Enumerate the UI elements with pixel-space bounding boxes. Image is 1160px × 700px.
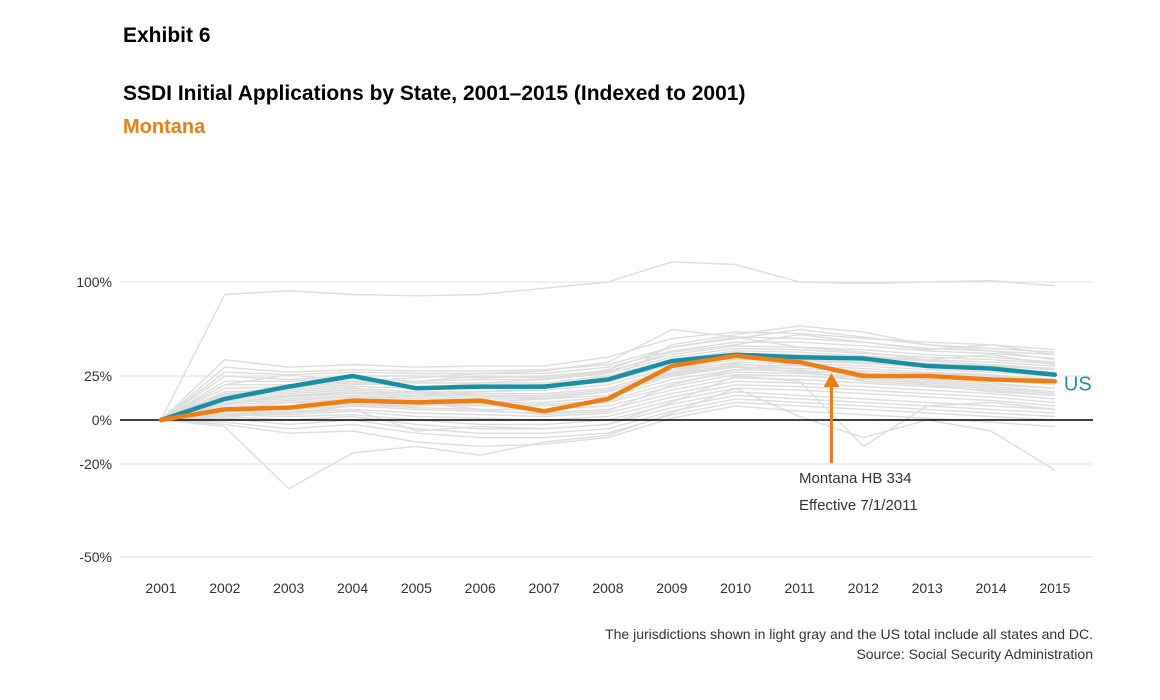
state-line <box>160 387 1055 421</box>
footnote-source: Source: Social Security Administration <box>856 646 1093 662</box>
y-tick-label: 0% <box>92 412 112 428</box>
x-tick-label: 2001 <box>145 580 176 596</box>
x-tick-label: 2014 <box>975 580 1006 596</box>
annotation: Montana HB 334 Effective 7/1/2011 <box>799 373 918 514</box>
state-line <box>160 398 1055 434</box>
annotation-line-1: Montana HB 334 <box>799 470 912 487</box>
y-tick-label: 100% <box>76 274 112 290</box>
y-tick-label: -20% <box>79 456 112 472</box>
x-tick-label: 2010 <box>720 580 751 596</box>
y-tick-label: -50% <box>79 549 112 565</box>
state-line <box>160 401 1055 439</box>
chart-subtitle: Montana <box>123 116 206 138</box>
x-tick-label: 2007 <box>529 580 560 596</box>
x-tick-label: 2003 <box>273 580 304 596</box>
chart-title: SSDI Initial Applications by State, 2001… <box>123 82 746 105</box>
x-tick-label: 2006 <box>465 580 496 596</box>
state-line <box>160 384 1055 421</box>
y-tick-label: 25% <box>84 368 112 384</box>
montana-series-line <box>158 353 1058 423</box>
x-tick-label: 2011 <box>784 580 814 596</box>
state-line <box>160 359 1055 421</box>
exhibit-label: Exhibit 6 <box>123 24 211 47</box>
state-line <box>160 365 1055 421</box>
x-axis-ticks: 2001 2002 2003 2004 2005 2006 2007 2008 2009 2010… <box>145 580 1070 596</box>
footnote: The jurisdictions shown in light gray an… <box>605 624 1093 664</box>
x-tick-label: 2004 <box>337 580 368 596</box>
state-line <box>160 345 1055 421</box>
series-end-labels: US <box>1064 374 1092 396</box>
state-line <box>160 362 1055 421</box>
us-series-line <box>158 352 1058 423</box>
annotation-arrow-head <box>823 373 840 387</box>
state-line <box>160 336 1055 421</box>
state-line <box>160 387 1056 490</box>
state-line <box>160 328 1056 421</box>
x-tick-label: 2008 <box>592 580 623 596</box>
state-line <box>160 261 1055 421</box>
x-tick-label: 2015 <box>1039 580 1070 596</box>
x-tick-label: 2002 <box>209 580 240 596</box>
highlighted-series <box>158 352 1058 423</box>
state-line <box>160 380 1055 421</box>
x-tick-label: 2012 <box>848 580 879 596</box>
state-line <box>160 333 1056 421</box>
annotation-line-2: Effective 7/1/2011 <box>799 497 918 514</box>
us-end-label: US <box>1064 374 1092 396</box>
state-line <box>160 347 1055 421</box>
x-tick-label: 2013 <box>912 580 943 596</box>
footnote-note: The jurisdictions shown in light gray an… <box>605 626 1093 642</box>
state-line <box>160 341 1055 421</box>
state-line <box>160 405 1055 448</box>
x-tick-label: 2005 <box>401 580 432 596</box>
x-tick-label: 2009 <box>656 580 687 596</box>
y-axis-ticks: 100% 25% 0% -20% -50% <box>76 274 112 565</box>
